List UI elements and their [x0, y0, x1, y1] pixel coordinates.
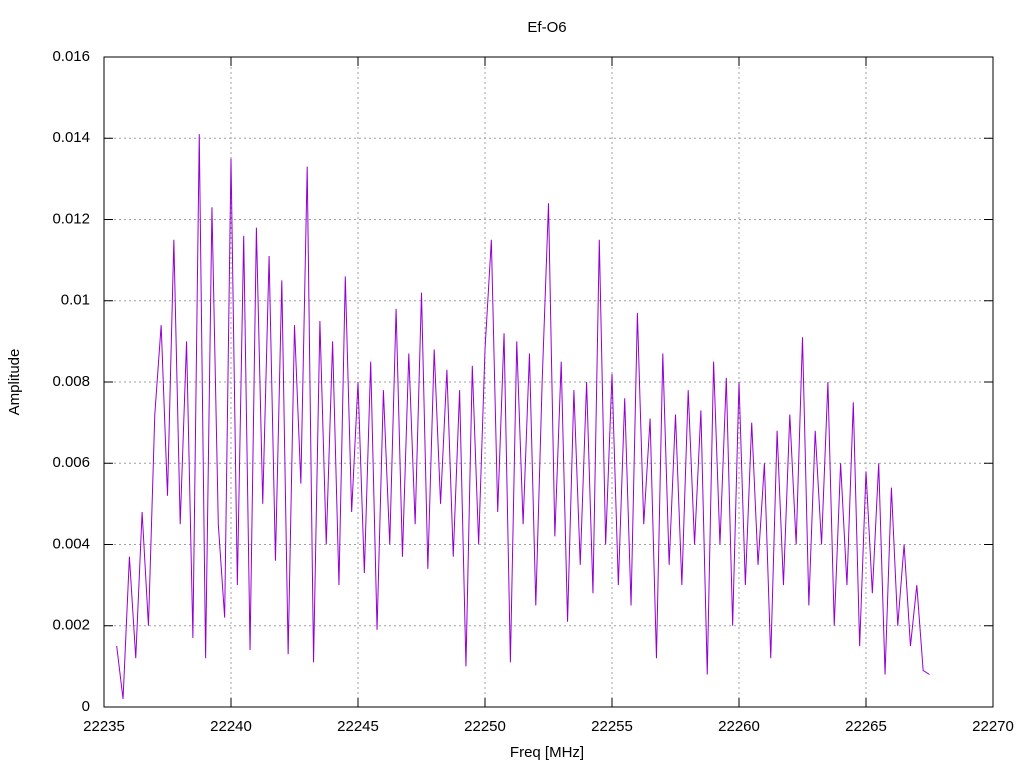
x-axis-label: Freq [MHz] — [510, 744, 584, 761]
y-tick-label: 0.006 — [52, 454, 90, 471]
x-tick-label: 22245 — [337, 718, 379, 735]
y-tick-label: 0.002 — [52, 617, 90, 634]
y-tick-label: 0.014 — [52, 129, 90, 146]
x-tick-label: 22235 — [83, 718, 125, 735]
plot-border — [103, 56, 994, 708]
y-axis-label: Amplitude — [6, 349, 23, 416]
data-line — [116, 134, 930, 699]
x-tick-label: 22265 — [845, 718, 887, 735]
x-tick-label: 22240 — [210, 718, 252, 735]
x-tick-label: 22260 — [718, 718, 760, 735]
x-tick-label: 22250 — [464, 718, 506, 735]
x-tick-label: 22270 — [972, 718, 1014, 735]
y-tick-label: 0.004 — [52, 535, 90, 552]
x-tick-label: 22255 — [591, 718, 633, 735]
chart-title: Ef-O6 — [527, 19, 566, 36]
y-tick-label: 0.01 — [61, 292, 90, 309]
y-tick-label: 0.008 — [52, 373, 90, 390]
y-tick-label: 0.012 — [52, 210, 90, 227]
y-tick-label: 0 — [82, 698, 90, 715]
y-tick-label: 0.016 — [52, 48, 90, 65]
